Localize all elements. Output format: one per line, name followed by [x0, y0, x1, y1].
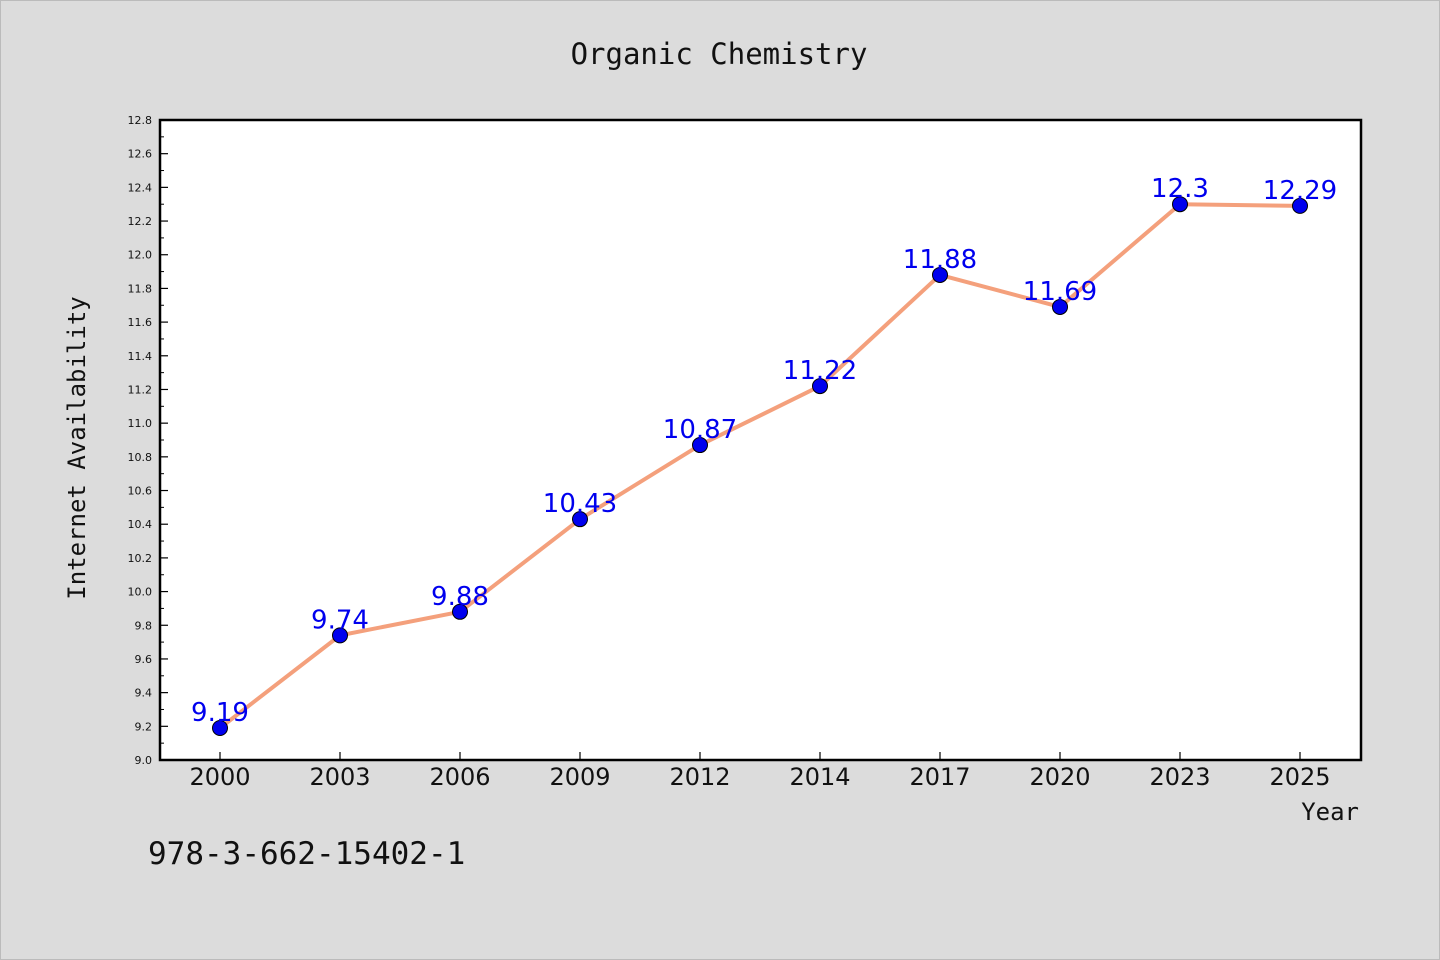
x-tick-label: 2012	[669, 763, 730, 791]
x-axis-label: Year	[1301, 798, 1359, 826]
data-point	[1172, 196, 1188, 213]
data-label: 12.29	[1263, 176, 1337, 206]
y-tick-label: 12.8	[128, 114, 153, 127]
y-axis-label: Internet Availability	[63, 296, 91, 599]
isbn-text: 978-3-662-15402-1	[148, 836, 465, 872]
data-label: 9.74	[311, 605, 369, 635]
data-point	[1292, 197, 1308, 214]
y-tick-label: 12.0	[128, 249, 153, 262]
data-label: 11.69	[1023, 277, 1097, 307]
data-label: 11.88	[903, 245, 977, 275]
data-markers	[212, 196, 1308, 736]
y-tick-label: 9.8	[135, 619, 153, 632]
y-tick-label: 11.0	[128, 417, 153, 430]
y-axis-ticks: 9.0 9.2 9.4 9.6 9.8 10.0 10.2 10.4 10.6 10.8 11.0 1…	[128, 114, 168, 767]
data-label: 10.87	[663, 415, 737, 445]
series-line	[218, 202, 1301, 730]
y-tick-label: 10.8	[128, 451, 153, 464]
data-point	[452, 603, 468, 620]
x-tick-label: 2009	[549, 763, 610, 791]
data-label: 11.22	[783, 356, 857, 386]
y-tick-label: 11.4	[128, 350, 153, 363]
data-label: 9.88	[431, 582, 489, 612]
plot-border	[158, 118, 1363, 762]
data-point	[1052, 298, 1068, 315]
plot-area	[160, 120, 1361, 760]
data-point	[332, 627, 348, 644]
y-tick-label: 9.0	[135, 754, 153, 767]
x-tick-label: 2014	[789, 763, 850, 791]
x-tick-label: 2003	[309, 763, 370, 791]
data-point	[692, 437, 708, 454]
data-point	[572, 511, 588, 528]
x-tick-label: 2023	[1149, 763, 1210, 791]
x-tick-label: 2017	[909, 763, 970, 791]
y-tick-label: 10.4	[128, 518, 153, 531]
data-point	[812, 378, 828, 395]
data-label: 12.3	[1151, 174, 1209, 204]
y-tick-label: 10.0	[128, 586, 153, 599]
y-tick-label: 11.2	[128, 383, 153, 396]
y-tick-label: 12.4	[128, 181, 153, 194]
y-tick-label: 10.6	[128, 485, 153, 498]
x-axis-ticks: 2000 2003 2006 2009 2012 2014 2017 2020 2023 2025	[189, 752, 1331, 791]
data-point	[932, 266, 948, 283]
y-tick-label: 12.2	[128, 215, 153, 228]
y-tick-label: 9.6	[135, 653, 153, 666]
data-labels: 9.19 9.74 9.88 10.43 10.87 11.22 11.88 11.69 12.…	[191, 174, 1337, 728]
x-tick-label: 2025	[1269, 763, 1330, 791]
y-tick-label: 11.8	[128, 282, 153, 295]
x-tick-label: 2000	[189, 763, 250, 791]
chart-title: Organic Chemistry	[571, 37, 868, 71]
data-label: 10.43	[543, 489, 617, 519]
x-tick-label: 2006	[429, 763, 490, 791]
data-point	[212, 720, 228, 736]
y-tick-label: 10.2	[128, 552, 153, 565]
data-label: 9.19	[191, 698, 249, 728]
y-tick-label: 9.4	[135, 687, 153, 700]
y-tick-label: 12.6	[128, 148, 153, 161]
y-tick-label: 9.2	[135, 720, 153, 733]
x-tick-label: 2020	[1029, 763, 1090, 791]
y-tick-label: 11.6	[128, 316, 153, 329]
